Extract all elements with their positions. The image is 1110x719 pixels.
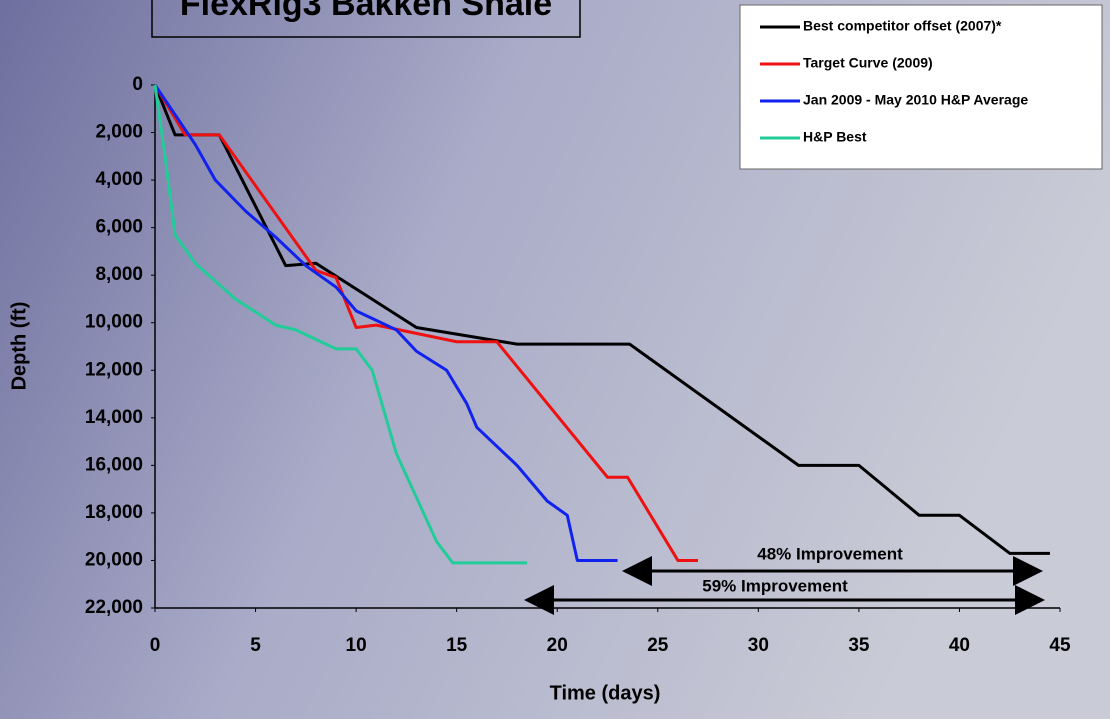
series-line — [153, 84, 1050, 555]
x-tick-label: 30 — [748, 635, 769, 656]
annotation: 59% Improvement — [702, 576, 848, 595]
legend-label: Jan 2009 - May 2010 H&P Average — [803, 92, 1028, 108]
x-tick-label: 5 — [250, 635, 261, 656]
x-tick-label: 45 — [1049, 635, 1071, 656]
x-tick-label: 15 — [446, 635, 468, 656]
legend-label: H&P Best — [803, 129, 867, 145]
x-tick-label: 35 — [848, 635, 870, 656]
chart-title: FlexRig3 Bakken Shale — [180, 0, 552, 23]
y-axis-label: Depth (ft) — [8, 302, 30, 391]
x-tick-label: 20 — [547, 635, 568, 656]
x-tick-label: 40 — [949, 635, 970, 656]
y-tick-label: 10,000 — [85, 312, 143, 333]
y-tick-label: 16,000 — [85, 454, 143, 475]
legend-box — [739, 4, 1103, 170]
series-line — [153, 84, 698, 562]
y-tick-label: 22,000 — [85, 597, 143, 618]
x-tick-label: 0 — [150, 635, 161, 656]
x-tick-label: 10 — [346, 635, 367, 656]
series-line — [153, 84, 528, 565]
legend-label: Target Curve (2009) — [803, 55, 933, 71]
y-tick-label: 4,000 — [95, 169, 143, 190]
y-tick-label: 14,000 — [85, 407, 143, 428]
annotation: 48% Improvement — [757, 544, 903, 563]
y-tick-label: 12,000 — [85, 359, 143, 380]
y-tick-label: 6,000 — [95, 217, 143, 238]
y-tick-label: 20,000 — [85, 549, 143, 570]
y-tick-label: 0 — [132, 74, 143, 95]
y-tick-label: 8,000 — [95, 264, 143, 285]
y-tick-label: 2,000 — [95, 122, 143, 143]
legend-label: Best competitor offset (2007)* — [803, 18, 1002, 34]
x-axis-label: Time (days) — [550, 682, 661, 704]
title-box — [151, 0, 581, 38]
series-line — [153, 84, 618, 562]
x-tick-label: 25 — [647, 635, 669, 656]
y-tick-label: 18,000 — [85, 502, 143, 523]
